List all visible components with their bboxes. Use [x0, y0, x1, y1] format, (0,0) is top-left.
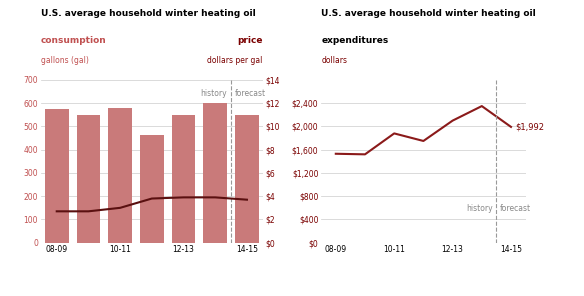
Text: dollars: dollars [321, 56, 347, 65]
Text: consumption: consumption [41, 36, 107, 44]
Text: history: history [201, 89, 227, 98]
Text: history: history [466, 204, 493, 213]
Bar [172, 115, 196, 243]
Text: dollars per gal: dollars per gal [207, 56, 263, 65]
Text: $1,992: $1,992 [516, 123, 544, 131]
Text: expenditures: expenditures [321, 36, 388, 44]
Bar [108, 108, 132, 243]
Text: gallons (gal): gallons (gal) [41, 56, 89, 65]
Bar [203, 103, 227, 243]
Bar [77, 115, 100, 243]
Bar [140, 135, 164, 243]
Text: forecast: forecast [500, 204, 531, 213]
Text: forecast: forecast [235, 89, 266, 98]
Bar [235, 115, 259, 243]
Text: price: price [237, 36, 263, 44]
Bar [45, 109, 69, 243]
Text: U.S. average household winter heating oil: U.S. average household winter heating oi… [41, 9, 256, 18]
Text: U.S. average household winter heating oil: U.S. average household winter heating oi… [321, 9, 536, 18]
